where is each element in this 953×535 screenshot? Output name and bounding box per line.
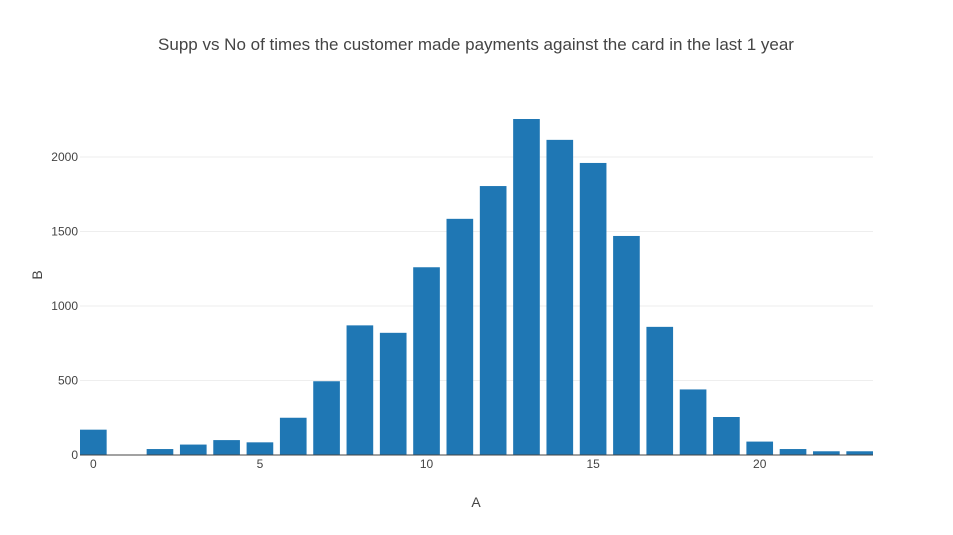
bar bbox=[613, 235, 640, 455]
y-tick-label: 1500 bbox=[51, 224, 78, 238]
x-tick-label: 20 bbox=[753, 457, 767, 471]
bar bbox=[313, 381, 340, 455]
bar bbox=[646, 326, 674, 455]
x-tick-label: 0 bbox=[90, 457, 97, 471]
y-tick-label: 2000 bbox=[51, 150, 78, 164]
bar bbox=[379, 332, 407, 455]
bar bbox=[146, 449, 174, 455]
bar bbox=[479, 186, 507, 455]
bar bbox=[213, 440, 240, 455]
bar bbox=[413, 267, 440, 455]
bar bbox=[446, 218, 474, 455]
bar bbox=[846, 451, 873, 455]
y-tick-labels: 0 500 1000 1500 2000 bbox=[51, 150, 78, 462]
y-tick-label: 0 bbox=[71, 448, 78, 462]
bar bbox=[513, 119, 540, 455]
bar bbox=[80, 429, 107, 455]
x-tick-label: 5 bbox=[257, 457, 264, 471]
x-axis-title: A bbox=[471, 494, 481, 510]
y-gridlines bbox=[80, 156, 873, 381]
bar bbox=[279, 417, 307, 455]
bar bbox=[679, 389, 707, 455]
x-tick-labels: 0 5 10 15 20 bbox=[90, 457, 767, 471]
x-tick-label: 15 bbox=[586, 457, 600, 471]
bar bbox=[813, 451, 840, 455]
bar bbox=[346, 325, 374, 455]
bar bbox=[779, 449, 807, 455]
bar bbox=[746, 441, 774, 455]
bars bbox=[80, 119, 873, 456]
y-axis-title: B bbox=[29, 270, 45, 279]
bar bbox=[546, 139, 574, 456]
bar bbox=[579, 162, 607, 455]
bar bbox=[179, 444, 207, 455]
bar bbox=[713, 417, 740, 455]
x-tick-label: 10 bbox=[420, 457, 434, 471]
chart-title: Supp vs No of times the customer made pa… bbox=[158, 35, 794, 54]
y-tick-label: 500 bbox=[58, 373, 78, 387]
y-tick-label: 1000 bbox=[51, 299, 78, 313]
bar bbox=[246, 442, 274, 455]
